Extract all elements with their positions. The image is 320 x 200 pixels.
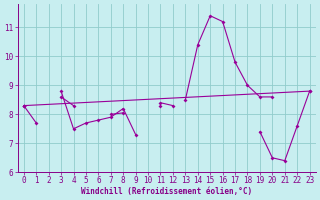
X-axis label: Windchill (Refroidissement éolien,°C): Windchill (Refroidissement éolien,°C) bbox=[81, 187, 252, 196]
